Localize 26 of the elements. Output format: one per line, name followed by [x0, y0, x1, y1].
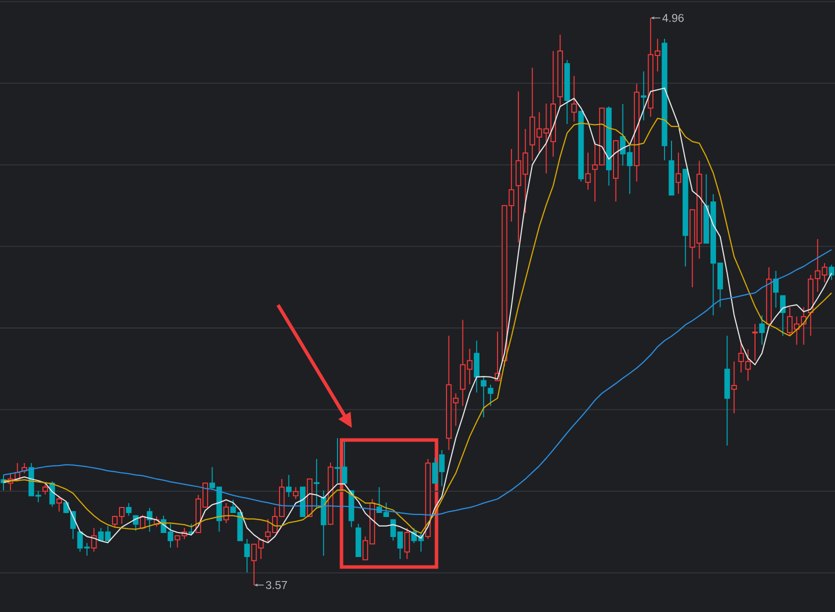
- candlestick: [731, 360, 737, 414]
- candlestick: [474, 340, 480, 393]
- candlestick: [56, 495, 62, 512]
- candlestick: [91, 527, 97, 552]
- candlestick: [314, 458, 320, 508]
- candlestick: [585, 152, 591, 190]
- candlestick: [146, 507, 152, 532]
- candlestick: [292, 486, 299, 500]
- candlestick: [640, 70, 646, 121]
- annotation: 4.96: [662, 14, 684, 22]
- candlestick: [828, 264, 834, 280]
- candlestick: [404, 527, 410, 560]
- candlestick: [223, 502, 229, 524]
- candlestick: [480, 376, 486, 418]
- annotation: 3.57: [266, 581, 287, 590]
- candlestick: [676, 152, 682, 194]
- candlestick: [286, 474, 292, 498]
- candlestick: [759, 314, 765, 346]
- candlestick: [488, 384, 494, 406]
- candlestick: [126, 502, 132, 516]
- candlestick: [752, 323, 758, 362]
- candlestick: [773, 270, 779, 308]
- candlestick: [42, 484, 48, 495]
- candlestick: [571, 75, 577, 122]
- candlestick: [780, 294, 786, 336]
- candlestick: [244, 538, 250, 573]
